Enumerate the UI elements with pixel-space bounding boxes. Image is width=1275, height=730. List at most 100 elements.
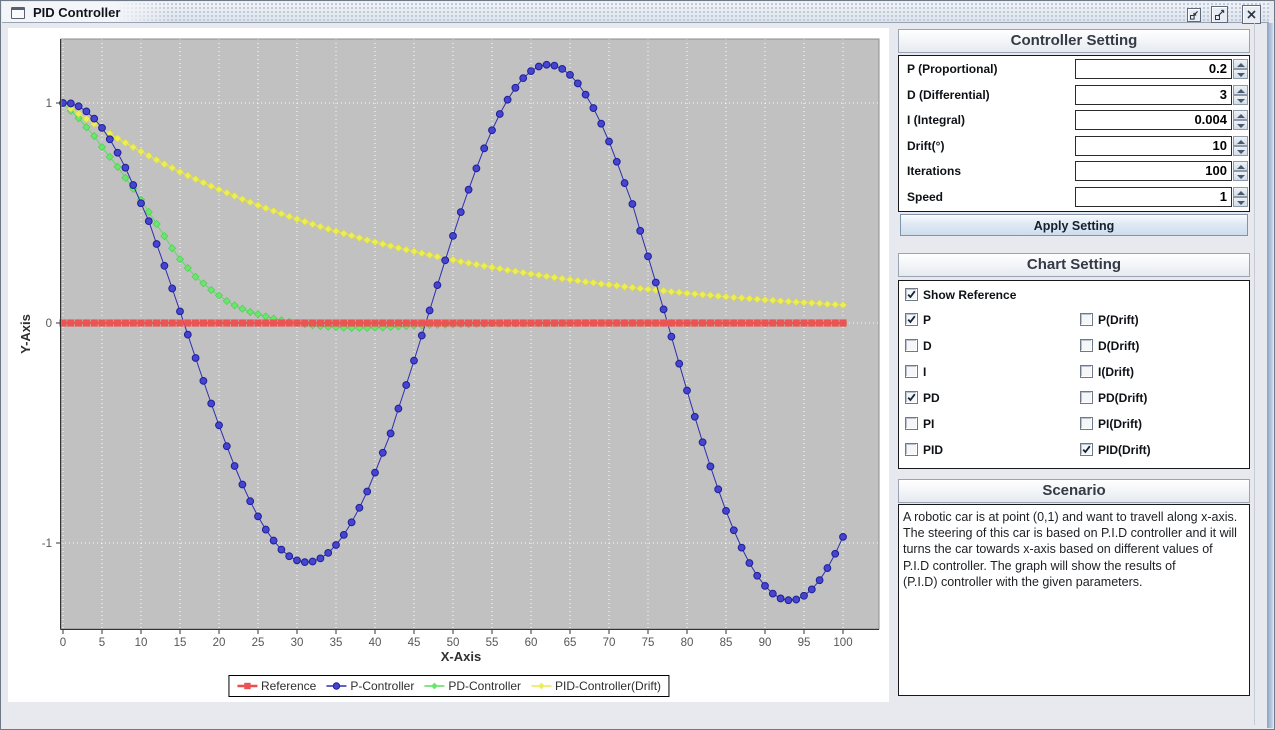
legend-item-pd-controller: PD-Controller [423,679,521,693]
svg-text:55: 55 [486,637,499,649]
pid-chart: 0 5 10 15 20 25 30 35 40 45 50 55 60 65 70 75 80 85 90 95 10… [18,38,880,664]
checkbox-label-pid: PID [923,443,944,457]
spinner-field-p-proportional[interactable]: 0.2 [1075,59,1232,79]
checkbox-i[interactable] [905,365,918,378]
checkbox-pi[interactable] [905,417,918,430]
spinner-field-d-differential[interactable]: 3 [1075,84,1232,105]
legend-label-pd-controller: PD-Controller [448,679,522,693]
spinner-field-speed[interactable]: 1 [1075,187,1232,207]
svg-text:20: 20 [213,637,226,649]
window-title: PID Controller [33,5,121,20]
spinner-field-i-integral[interactable]: 0.004 [1075,110,1232,131]
svg-text:0: 0 [46,318,52,330]
checkbox-label-p-drift: P(Drift) [1098,313,1139,327]
checkbox-d-drift[interactable] [1080,339,1093,352]
iconify-icon [1190,10,1199,20]
legend-item-reference: Reference [236,679,316,693]
chart-setting-header: Chart Setting [898,253,1250,277]
svg-text:95: 95 [798,637,811,649]
svg-text:70: 70 [603,637,616,649]
legend-marker-p-controller [326,682,347,690]
spinner-buttons-drift [1233,135,1248,156]
spinner-buttons-d-differential [1233,84,1248,105]
svg-text:40: 40 [369,637,382,649]
spinner-field-iterations[interactable]: 100 [1075,161,1232,182]
arrow-down-icon [1237,73,1245,77]
maximize-icon [1215,9,1225,20]
checkbox-label-pi: PI [923,417,935,431]
checkbox-d[interactable] [905,339,918,352]
spinner-up-button-p-proportional[interactable] [1233,59,1248,69]
checkbox-label-pd-drift: PD(Drift) [1098,391,1148,405]
checkbox-i-drift[interactable] [1080,365,1093,378]
scenario-box: A robotic car is at point (0,1) and want… [898,504,1250,696]
check-icon [907,393,916,402]
arrow-up-icon [1237,191,1245,195]
checkbox-label-show-reference: Show Reference [923,288,1017,302]
svg-text:25: 25 [252,637,265,649]
spinner-down-button-speed[interactable] [1233,197,1248,207]
svg-text:1: 1 [46,98,52,110]
spinner-up-button-speed[interactable] [1233,187,1248,197]
checkbox-p[interactable] [905,313,918,326]
controller-setting-header: Controller Setting [898,29,1250,53]
legend-marker-reference [236,682,257,690]
field-label-iterations: Iterations [907,164,962,179]
svg-text:90: 90 [759,637,772,649]
spinner-down-button-p-proportional[interactable] [1233,69,1248,79]
checkbox-p-drift[interactable] [1080,313,1093,326]
checkbox-label-pid-drift: PID(Drift) [1098,443,1151,457]
spinner-down-button-drift[interactable] [1233,145,1248,156]
spinner-down-button-d-differential[interactable] [1233,94,1248,105]
checkbox-pid[interactable] [905,443,918,456]
arrow-down-icon [1237,201,1245,205]
checkbox-pid-drift[interactable] [1080,443,1093,456]
svg-text:-1: -1 [42,538,52,550]
svg-text:Y-Axis: Y-Axis [18,314,33,354]
spinner-buttons-speed [1233,187,1248,207]
svg-text:60: 60 [525,637,538,649]
checkbox-label-pi-drift: PI(Drift) [1098,417,1142,431]
checkbox-label-i: I [923,365,927,379]
arrow-up-icon [1237,139,1245,144]
iconify-button[interactable] [1187,8,1201,22]
chart-panel: 0 5 10 15 20 25 30 35 40 45 50 55 60 65 70 75 80 85 90 95 10… [8,28,889,702]
spinner-up-button-i-integral[interactable] [1233,110,1248,121]
checkbox-label-d-drift: D(Drift) [1098,339,1140,353]
svg-text:45: 45 [408,637,421,649]
spinner-up-button-iterations[interactable] [1233,161,1248,172]
chart-legend: Reference P-Controller PD-Controller PID-Co… [227,675,670,697]
window-icon [11,7,25,19]
checkbox-show-reference[interactable] [905,288,918,301]
field-label-p-proportional: P (Proportional) [907,62,998,76]
checkbox-label-i-drift: I(Drift) [1098,365,1134,379]
checkbox-pi-drift[interactable] [1080,417,1093,430]
spinner-down-button-i-integral[interactable] [1233,120,1248,131]
svg-text:65: 65 [564,637,577,649]
spinner-field-drift[interactable]: 10 [1075,135,1232,156]
close-button[interactable] [1242,5,1261,24]
svg-text:5: 5 [99,637,105,649]
arrow-up-icon [1237,114,1245,119]
apply-setting-button[interactable]: Apply Setting [900,214,1248,236]
checkbox-label-d: D [923,339,932,353]
maximize-button[interactable] [1211,6,1228,23]
checkbox-pd[interactable] [905,391,918,404]
svg-text:35: 35 [330,637,343,649]
spinner-up-button-drift[interactable] [1233,135,1248,146]
panel-divider [1254,23,1255,725]
checkbox-label-pd: PD [923,391,940,405]
check-icon [907,290,916,299]
spinner-down-button-iterations[interactable] [1233,171,1248,182]
spinner-up-button-d-differential[interactable] [1233,84,1248,95]
svg-text:15: 15 [174,637,187,649]
checkbox-pd-drift[interactable] [1080,391,1093,404]
field-label-drift: Drift(°) [907,138,945,153]
arrow-down-icon [1237,98,1245,103]
legend-item-p-controller: P-Controller [325,679,414,693]
spinner-buttons-p-proportional [1233,59,1248,79]
arrow-up-icon [1237,63,1245,67]
legend-marker-pd-controller [424,682,445,690]
arrow-down-icon [1237,124,1245,129]
field-label-i-integral: I (Integral) [907,113,966,128]
